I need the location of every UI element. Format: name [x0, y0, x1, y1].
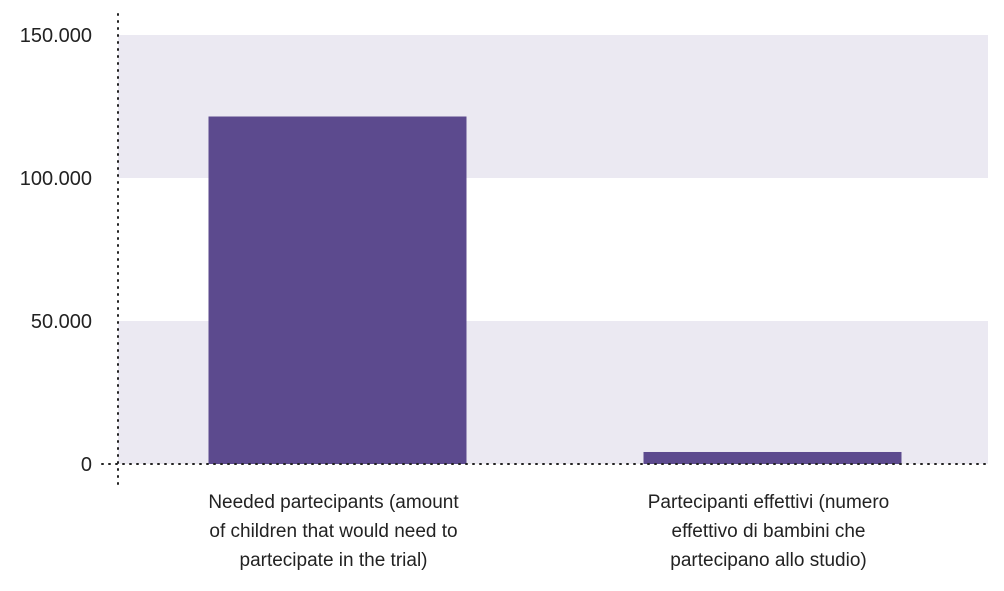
category-label-line: partecipate in the trial) — [240, 550, 428, 571]
y-tick-label: 100.000 — [20, 168, 92, 190]
y-tick-labels: 0 50.000 100.000 150.000 — [20, 25, 92, 476]
y-tick-label: 150.000 — [20, 25, 92, 47]
category-label-line: Needed partecipants (amount — [208, 492, 459, 513]
bar-1 — [208, 116, 467, 464]
category-label-line: Partecipanti effettivi (numero — [648, 492, 890, 513]
category-label-line: of children that would need to — [209, 521, 457, 542]
axes — [101, 13, 989, 485]
bar-2 — [643, 451, 902, 464]
bars — [208, 116, 902, 464]
category-label-line: partecipano allo studio) — [670, 550, 866, 571]
category-label-line: effettivo di bambini che — [672, 521, 866, 542]
x-category-label: Needed partecipants (amount of children t… — [208, 492, 459, 571]
x-category-labels: Needed partecipants (amount of children t… — [208, 492, 889, 571]
x-category-label: Partecipanti effettivi (numero effettivo … — [648, 492, 890, 571]
y-tick-label: 0 — [81, 454, 92, 476]
y-tick-label: 50.000 — [31, 311, 92, 333]
